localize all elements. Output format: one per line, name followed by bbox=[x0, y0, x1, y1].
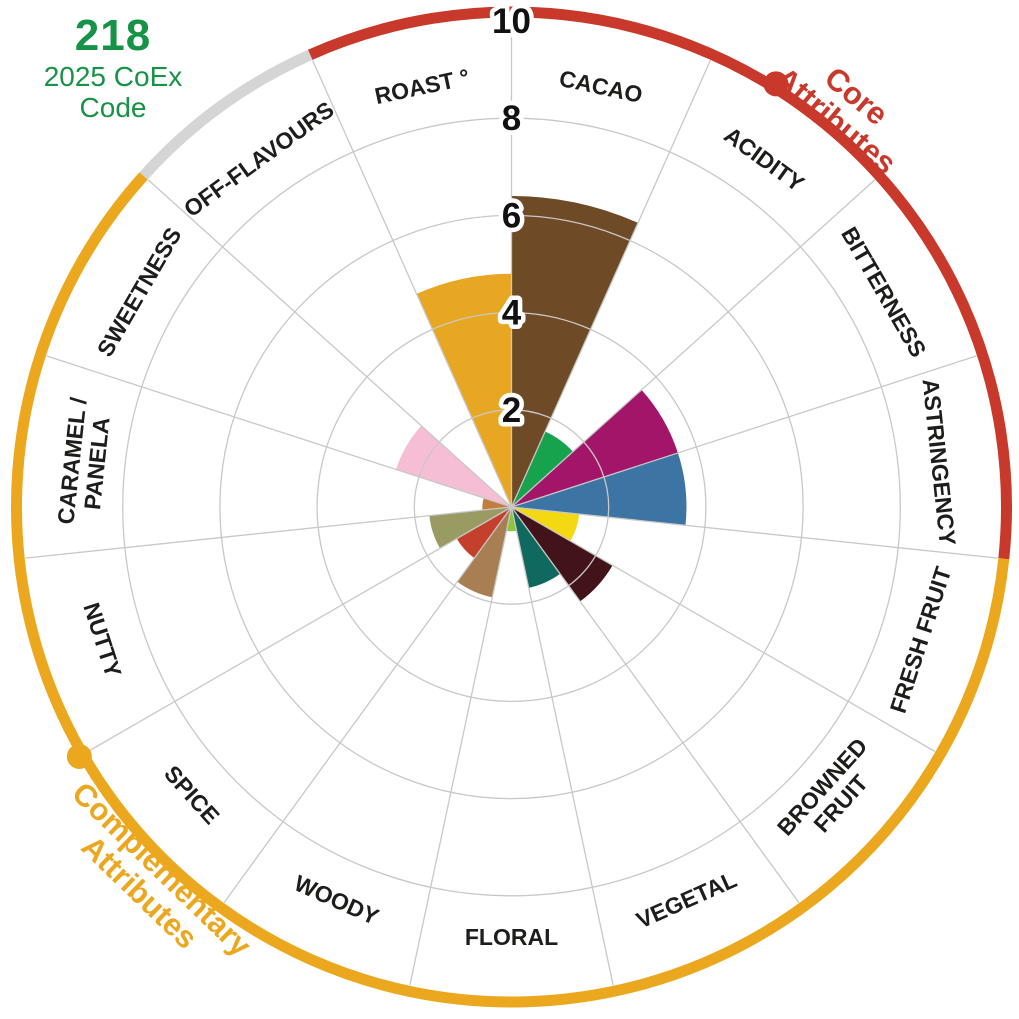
coex-code-block: 218 2025 CoEx Code bbox=[18, 11, 208, 124]
wedges bbox=[395, 195, 687, 602]
label-text-fresh-fruit: FRESH FRUIT bbox=[885, 564, 957, 717]
group-arcs bbox=[11, 6, 1012, 1008]
label-bitterness: BITTERNESS bbox=[836, 222, 931, 361]
wedge-sweetness bbox=[395, 425, 512, 507]
radial-line-216 bbox=[223, 506, 513, 903]
wedge-cacao bbox=[511, 195, 639, 507]
radial-line-72 bbox=[511, 355, 977, 508]
tick-10: 10 bbox=[492, 2, 531, 41]
label-spice: SPICE bbox=[159, 760, 225, 829]
dot-core-attributes bbox=[763, 71, 789, 97]
arc-complementary-attributes bbox=[11, 172, 1010, 1008]
arc-core-attributes bbox=[307, 6, 1012, 560]
label-sweetness: SWEETNESS bbox=[92, 223, 187, 361]
tick-4: 4 bbox=[502, 294, 522, 333]
label-caramel-panela: CARAMEL /PANELA bbox=[52, 396, 114, 526]
label-text-nutty: NUTTY bbox=[78, 599, 126, 680]
label-text-floral: FLORAL bbox=[465, 924, 558, 950]
label-fresh-fruit: FRESH FRUIT bbox=[885, 564, 957, 717]
wedge-floral bbox=[506, 507, 517, 532]
wedge-nutty bbox=[429, 507, 512, 549]
radial-line-96 bbox=[511, 506, 998, 559]
wedge-acidity bbox=[511, 431, 573, 507]
label-astringency: ASTRINGENCY bbox=[917, 377, 960, 546]
label-text-vegetal: VEGETAL bbox=[632, 866, 740, 933]
tick-6: 6 bbox=[502, 196, 521, 235]
label-text-sweetness: SWEETNESS bbox=[92, 223, 187, 361]
wedge-caramel-panela bbox=[482, 497, 512, 511]
radial-line-168 bbox=[510, 506, 614, 986]
wedge-fresh-fruit bbox=[511, 507, 580, 542]
label-text-spice: SPICE bbox=[159, 760, 225, 829]
radial-line-288 bbox=[46, 355, 512, 508]
wedge-vegetal bbox=[511, 507, 561, 588]
radial-line-336 bbox=[312, 60, 513, 508]
label-text-roast: ROAST ° bbox=[372, 64, 471, 109]
label-text-woody: WOODY bbox=[290, 870, 382, 930]
label-text-cacao: CACAO bbox=[557, 65, 645, 108]
label-text-acidity: ACIDITY bbox=[719, 122, 809, 197]
dot-complementary-attributes bbox=[66, 744, 92, 769]
wedge-woody bbox=[457, 507, 512, 598]
label-text-bitterness: BITTERNESS bbox=[836, 222, 931, 361]
wedge-roast bbox=[416, 273, 512, 507]
wedge-spice bbox=[456, 507, 512, 559]
label-text-astringency: ASTRINGENCY bbox=[917, 377, 960, 546]
radial-line-24 bbox=[510, 60, 711, 508]
wedge-bitterness bbox=[511, 389, 678, 507]
radial-line-144 bbox=[510, 506, 800, 903]
label-cacao: CACAO bbox=[557, 65, 645, 108]
radial-line-192 bbox=[409, 506, 513, 986]
label-woody: WOODY bbox=[290, 870, 382, 930]
label-floral: FLORAL bbox=[465, 924, 558, 950]
radial-line-48 bbox=[511, 179, 876, 508]
label-vegetal: VEGETAL bbox=[632, 866, 740, 933]
wedge-browned-fruit bbox=[511, 507, 613, 602]
tick-2: 2 bbox=[502, 391, 521, 430]
coex-code-label: 2025 CoEx Code bbox=[43, 61, 183, 124]
axis-ticks: 2 4 6 8 10 bbox=[488, 0, 536, 434]
radial-line-264 bbox=[25, 506, 512, 559]
label-acidity: ACIDITY bbox=[719, 122, 809, 197]
label-nutty: NUTTY bbox=[78, 599, 126, 680]
tick-8: 8 bbox=[502, 99, 521, 138]
label-roast: ROAST ° bbox=[372, 64, 471, 109]
radial-line-240 bbox=[87, 506, 512, 753]
radial-line-120 bbox=[511, 506, 936, 753]
coex-code-number: 218 bbox=[74, 11, 152, 60]
wedge-astringency bbox=[511, 452, 687, 526]
grid bbox=[25, 18, 998, 986]
radial-line-312 bbox=[147, 179, 512, 508]
arc-off-flavours bbox=[139, 49, 313, 180]
